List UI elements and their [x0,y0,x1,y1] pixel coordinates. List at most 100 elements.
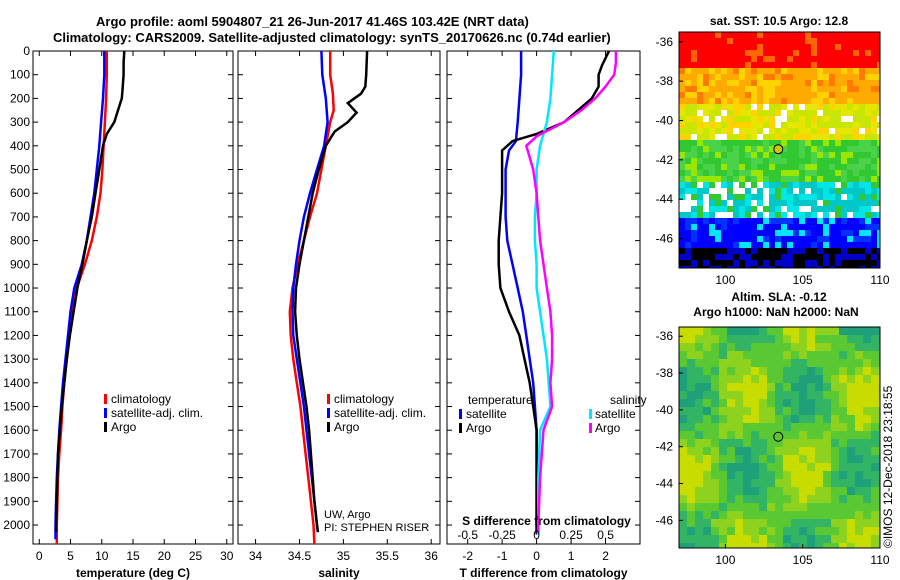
legend-diff-label: satellite [466,407,507,421]
y-tick-label: 1100 [4,305,30,319]
x-tick-label: 0 [36,549,43,563]
sla-map-subtitle: Argo h1000: NaN h2000: NaN [693,305,858,319]
x-axis-label: salinity [318,566,360,580]
legend-diff-label: satellite [595,407,636,421]
legend-swatch [459,409,462,419]
y-tick-label: 1300 [3,352,30,366]
sal-tick-label: 0 [533,528,540,542]
y-tick-label: 1000 [3,281,30,295]
map-frame [678,31,881,269]
annotation-pi: PI: STEPHEN RISER [324,522,429,534]
map-y-tick-label: -42 [656,153,674,167]
x-tick-label: 25 [189,549,203,563]
legend-swatch [589,409,592,419]
x-tick-label: 20 [158,549,172,563]
legend-salinity-label: Argo [334,420,360,434]
panel-temperature: 0100200300400500600700800900100011001200… [3,44,233,580]
x-tick-label: 30 [220,549,234,563]
x-axis-label: temperature (deg C) [76,566,190,580]
map-x-tick-label: 110 [870,273,889,287]
argo-location-marker [773,431,784,442]
map-y-tick-label: -42 [656,440,674,454]
title-line-1: Argo profile: aoml 5904807_21 26-Jun-201… [96,14,529,29]
sal-tick-label: -0.25 [488,528,516,542]
legend-temperature-label: climatology [111,392,171,406]
x-tick-label: -1 [497,549,508,563]
legend-swatch [327,394,330,404]
legend-swatch [327,408,330,418]
series-line-satellite-adj-clim- [291,50,329,533]
y-tick-label: 1800 [3,471,30,485]
x-axis-label-top: S difference from climatology [462,514,631,528]
panel-sla_map: 100 105 110 -36 -38 -40 -42 -44 -46 Altim. SLA: -… [656,290,890,567]
y-tick-label: 600 [10,186,30,200]
x-tick-label: 35 [337,549,351,563]
sst-map-title: sat. SST: 10.5 Argo: 12.8 [710,14,849,28]
map-x-tick-label: 105 [793,553,813,567]
annotation-institution: UW, Argo [324,509,370,521]
sal-tick-label: -0.5 [457,528,478,542]
map-y-tick-label: -46 [656,232,674,246]
x-tick-label: 36 [425,549,439,563]
legend-diff-label: Argo [595,421,621,435]
credit-stamp: ©IMOS 12-Dec-2018 23:18:55 [881,385,895,548]
x-tick-label: 0 [533,549,540,563]
y-tick-label: 200 [10,91,30,105]
map-x-tick-label: 110 [870,553,889,567]
y-tick-label: 2000 [3,518,30,532]
map-y-tick-label: -38 [656,74,674,88]
map-y-tick-label: -44 [656,192,674,206]
legend-title-salinity: salinity [610,393,647,407]
x-tick-label: 10 [95,549,109,563]
y-tick-label: 900 [10,257,30,271]
title-line-2: Climatology: CARS2009. Satellite-adjuste… [53,30,611,45]
legend-swatch [104,422,107,432]
map-x-tick-label: 100 [715,273,735,287]
series-line-argo [293,50,369,533]
y-tick-label: 800 [10,234,30,248]
x-tick-label: 5 [67,549,74,563]
y-tick-label: 1500 [3,400,30,414]
y-tick-label: 500 [10,163,30,177]
map-y-tick-label: -40 [656,114,674,128]
plot-area [237,50,441,545]
y-tick-label: 1700 [3,447,30,461]
legend-salinity-label: climatology [334,392,394,406]
legend-swatch [459,423,462,433]
legend-title-temperature: temperature [468,393,533,407]
series-line-salinity-argo [524,51,618,533]
sal-tick-label: 0.25 [559,528,583,542]
map-y-tick-label: -36 [656,329,674,343]
legend-swatch [327,422,330,432]
x-tick-label: 15 [126,549,140,563]
plot-area [32,50,234,545]
sla-map-title: Altim. SLA: -0.12 [731,290,827,304]
series-line-temperature-argo [497,50,611,533]
map-y-tick-label: -38 [656,366,674,380]
y-tick-label: 1600 [3,423,30,437]
y-tick-label: 300 [10,115,30,129]
y-tick-label: 1200 [3,328,30,342]
panel-difference: -2 -1 0 1 2 T difference from climatology -0.5… [446,50,647,580]
series-line-argo [54,50,126,533]
map-y-tick-label: -46 [656,513,674,527]
x-tick-label: -2 [462,549,473,563]
map-x-tick-label: 105 [793,273,813,287]
argo-location-marker [773,144,784,155]
y-tick-label: 700 [10,210,30,224]
legend-swatch [589,423,592,433]
map-y-tick-label: -36 [656,35,674,49]
plot-area [446,50,641,545]
legend-temperature-label: satellite-adj. clim. [111,406,203,420]
series-line-salinity-satellite [533,50,556,535]
x-tick-label: 35.5 [376,549,400,563]
y-tick-label: 400 [10,139,30,153]
x-axis-label: T difference from climatology [459,566,627,580]
panel-salinity: 34 34.5 35 35.5 36 salinity climatologysatelli… [237,50,441,580]
legend-swatch [104,408,107,418]
map-y-tick-label: -40 [656,403,674,417]
y-tick-label: 0 [23,44,30,58]
x-tick-label: 2 [602,549,609,563]
map-frame [678,326,881,549]
